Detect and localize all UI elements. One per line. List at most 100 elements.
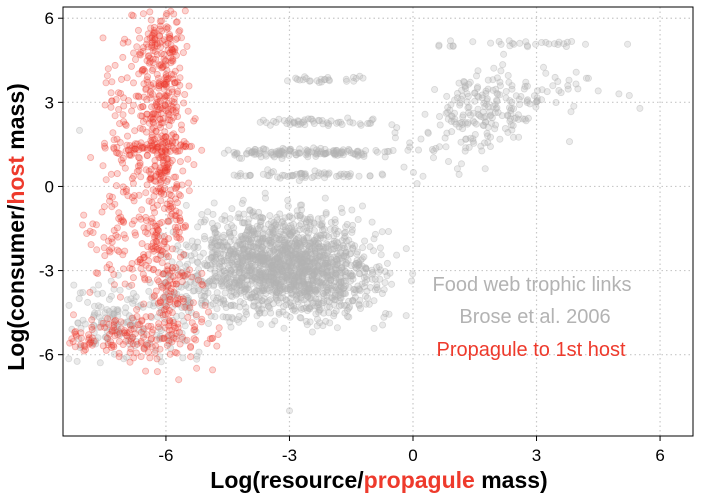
propagule-point <box>80 341 88 349</box>
food-web-point <box>317 221 325 229</box>
food-web-point <box>261 250 269 258</box>
food-web-point <box>220 267 228 275</box>
food-web-point <box>261 270 269 278</box>
food-web-point <box>314 262 322 270</box>
food-web-point <box>376 275 384 283</box>
food-web-point <box>218 278 226 286</box>
food-web-point <box>379 321 387 329</box>
food-web-point <box>265 275 273 283</box>
food-web-point <box>361 237 369 245</box>
food-web-point <box>296 259 304 267</box>
food-web-point <box>222 275 230 283</box>
food-web-point <box>274 232 282 240</box>
food-web-point <box>187 252 195 260</box>
food-web-point <box>300 238 308 246</box>
food-web-point <box>282 241 290 249</box>
food-web-point <box>297 253 305 261</box>
food-web-point <box>300 288 308 296</box>
food-web-point <box>283 271 291 279</box>
propagule-point <box>145 167 153 175</box>
propagule-point <box>114 233 122 241</box>
food-web-point <box>235 268 243 276</box>
food-web-point <box>248 231 256 239</box>
food-web-point <box>296 226 304 234</box>
food-web-point <box>226 278 234 286</box>
propagule-point <box>187 343 195 351</box>
food-web-point <box>456 101 464 109</box>
food-web-point <box>341 267 349 275</box>
food-web-point <box>277 256 285 264</box>
propagule-point <box>136 34 144 42</box>
food-web-point <box>272 293 280 301</box>
food-web-point <box>354 148 362 156</box>
food-web-point <box>453 165 461 173</box>
propagule-point <box>111 112 119 120</box>
food-web-point <box>298 259 306 267</box>
food-web-point <box>435 143 443 151</box>
food-web-point <box>214 249 222 257</box>
food-web-point <box>295 273 303 281</box>
food-web-point <box>542 69 550 77</box>
food-web-point <box>326 263 334 271</box>
food-web-point <box>470 119 478 127</box>
food-web-point <box>582 40 590 48</box>
food-web-point <box>244 281 252 289</box>
food-web-point <box>182 281 190 289</box>
food-web-point <box>290 279 298 287</box>
food-web-point <box>338 257 346 265</box>
propagule-point <box>138 67 146 75</box>
food-web-point <box>212 234 220 242</box>
food-web-point <box>258 253 266 261</box>
food-web-point <box>267 309 275 317</box>
food-web-point <box>304 285 312 293</box>
food-web-point <box>162 253 170 261</box>
food-web-point <box>297 262 305 270</box>
food-web-point <box>318 222 326 230</box>
food-web-point <box>171 289 179 297</box>
food-web-point <box>103 306 111 314</box>
food-web-point <box>221 300 229 308</box>
food-web-point <box>323 292 331 300</box>
propagule-point <box>129 101 137 109</box>
food-web-point <box>221 238 229 246</box>
food-web-point <box>236 303 244 311</box>
food-web-point <box>237 251 245 259</box>
food-web-point <box>257 257 265 265</box>
food-web-point <box>291 287 299 295</box>
food-web-point <box>313 254 321 262</box>
food-web-point <box>464 119 472 127</box>
food-web-point <box>307 250 315 258</box>
propagule-point <box>155 170 163 178</box>
food-web-point <box>319 322 327 330</box>
food-web-point <box>304 276 312 284</box>
food-web-point <box>259 257 267 265</box>
food-web-point <box>121 309 129 317</box>
food-web-point <box>523 82 531 90</box>
food-web-point <box>310 259 318 267</box>
food-web-point <box>267 236 275 244</box>
propagule-point <box>108 244 116 252</box>
food-web-point <box>348 271 356 279</box>
food-web-point <box>305 280 313 288</box>
food-web-point <box>324 259 332 267</box>
food-web-point <box>371 286 379 294</box>
food-web-point <box>337 204 345 212</box>
food-web-point <box>314 285 322 293</box>
food-web-point <box>248 224 256 232</box>
food-web-point <box>243 267 251 275</box>
food-web-point <box>306 249 314 257</box>
food-web-point <box>76 126 84 134</box>
food-web-point <box>371 230 379 238</box>
propagule-point <box>86 288 94 296</box>
food-web-point <box>225 228 233 236</box>
food-web-point <box>449 42 457 50</box>
food-web-point <box>267 239 275 247</box>
food-web-point <box>252 293 260 301</box>
food-web-point <box>203 262 211 270</box>
food-web-point <box>306 282 314 290</box>
propagule-point <box>147 175 155 183</box>
food-web-point <box>292 247 300 255</box>
food-web-point <box>342 267 350 275</box>
food-web-point <box>252 255 260 263</box>
food-web-point <box>508 85 516 93</box>
